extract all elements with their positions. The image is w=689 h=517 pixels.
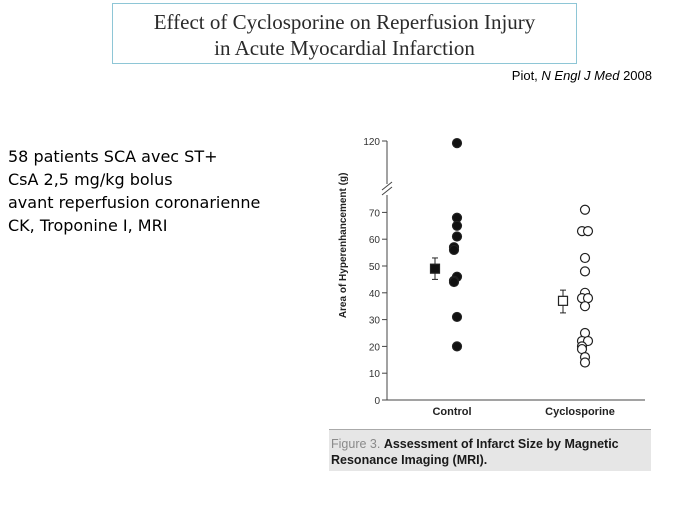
mean-marker [429,263,441,274]
y-tick-label: 50 [369,262,381,273]
bullet-list: 58 patients SCA avec ST+ CsA 2,5 mg/kg b… [8,145,260,237]
bullet-item: CsA 2,5 mg/kg bolus [8,170,173,189]
citation-year: 2008 [619,68,652,83]
data-point [448,244,460,256]
y-tick-label: 120 [363,137,380,148]
y-tick-label: 20 [369,342,381,353]
y-axis-label: Area of Hyperenhancement (g) [338,173,349,319]
data-point [451,341,463,352]
data-point [579,357,591,368]
y-tick-label: 30 [369,316,381,327]
slide-title-line-2: in Acute Myocardial Infarction [214,36,475,60]
title-box: Effect of Cyclosporine on Reperfusion In… [112,3,577,64]
axis-break-mark [381,181,393,191]
x-tick-label: Cyclosporine [545,406,615,418]
data-point [579,266,591,277]
figure-caption: Figure 3. Assessment of Infarct Size by … [329,429,651,471]
data-point [451,311,463,323]
caption-figure-label: Figure 3. [331,437,381,451]
data-point [582,226,594,237]
citation: Piot, N Engl J Med 2008 [512,68,652,83]
bullet-item: avant reperfusion coronarienne [8,193,261,212]
bullet-item: CK, Troponine I, MRI [8,216,168,235]
citation-author: Piot, [511,68,542,83]
y-tick-label: 40 [369,289,381,300]
data-point [579,252,591,264]
data-point [579,301,591,312]
citation-journal: N Engl J Med [541,68,620,83]
axis-break-mark [381,186,393,196]
data-point [451,220,463,231]
y-tick-label: 10 [369,369,381,380]
caption-text: Assessment of Infarct Size by Magnetic R… [331,437,619,467]
chart-container: 0 10 20 30 40 50 60 70 120 Area of Hyperenhanceme… [325,128,655,428]
data-point [579,204,591,215]
data-point [451,231,463,242]
data-point [451,138,463,149]
bullet-item: 58 patients SCA avec ST+ [8,147,218,166]
x-tick-label: Control [432,406,471,418]
y-tick-label: 70 [369,208,381,219]
data-point [448,276,460,288]
slide-title-line-1: Effect of Cyclosporine on Reperfusion In… [153,10,536,34]
mean-marker [557,295,569,306]
y-tick-label: 0 [374,396,380,407]
scatter-chart: 0 10 20 30 40 50 60 70 120 Area of Hyperenhanceme… [338,137,645,418]
y-tick-label: 60 [369,235,381,246]
